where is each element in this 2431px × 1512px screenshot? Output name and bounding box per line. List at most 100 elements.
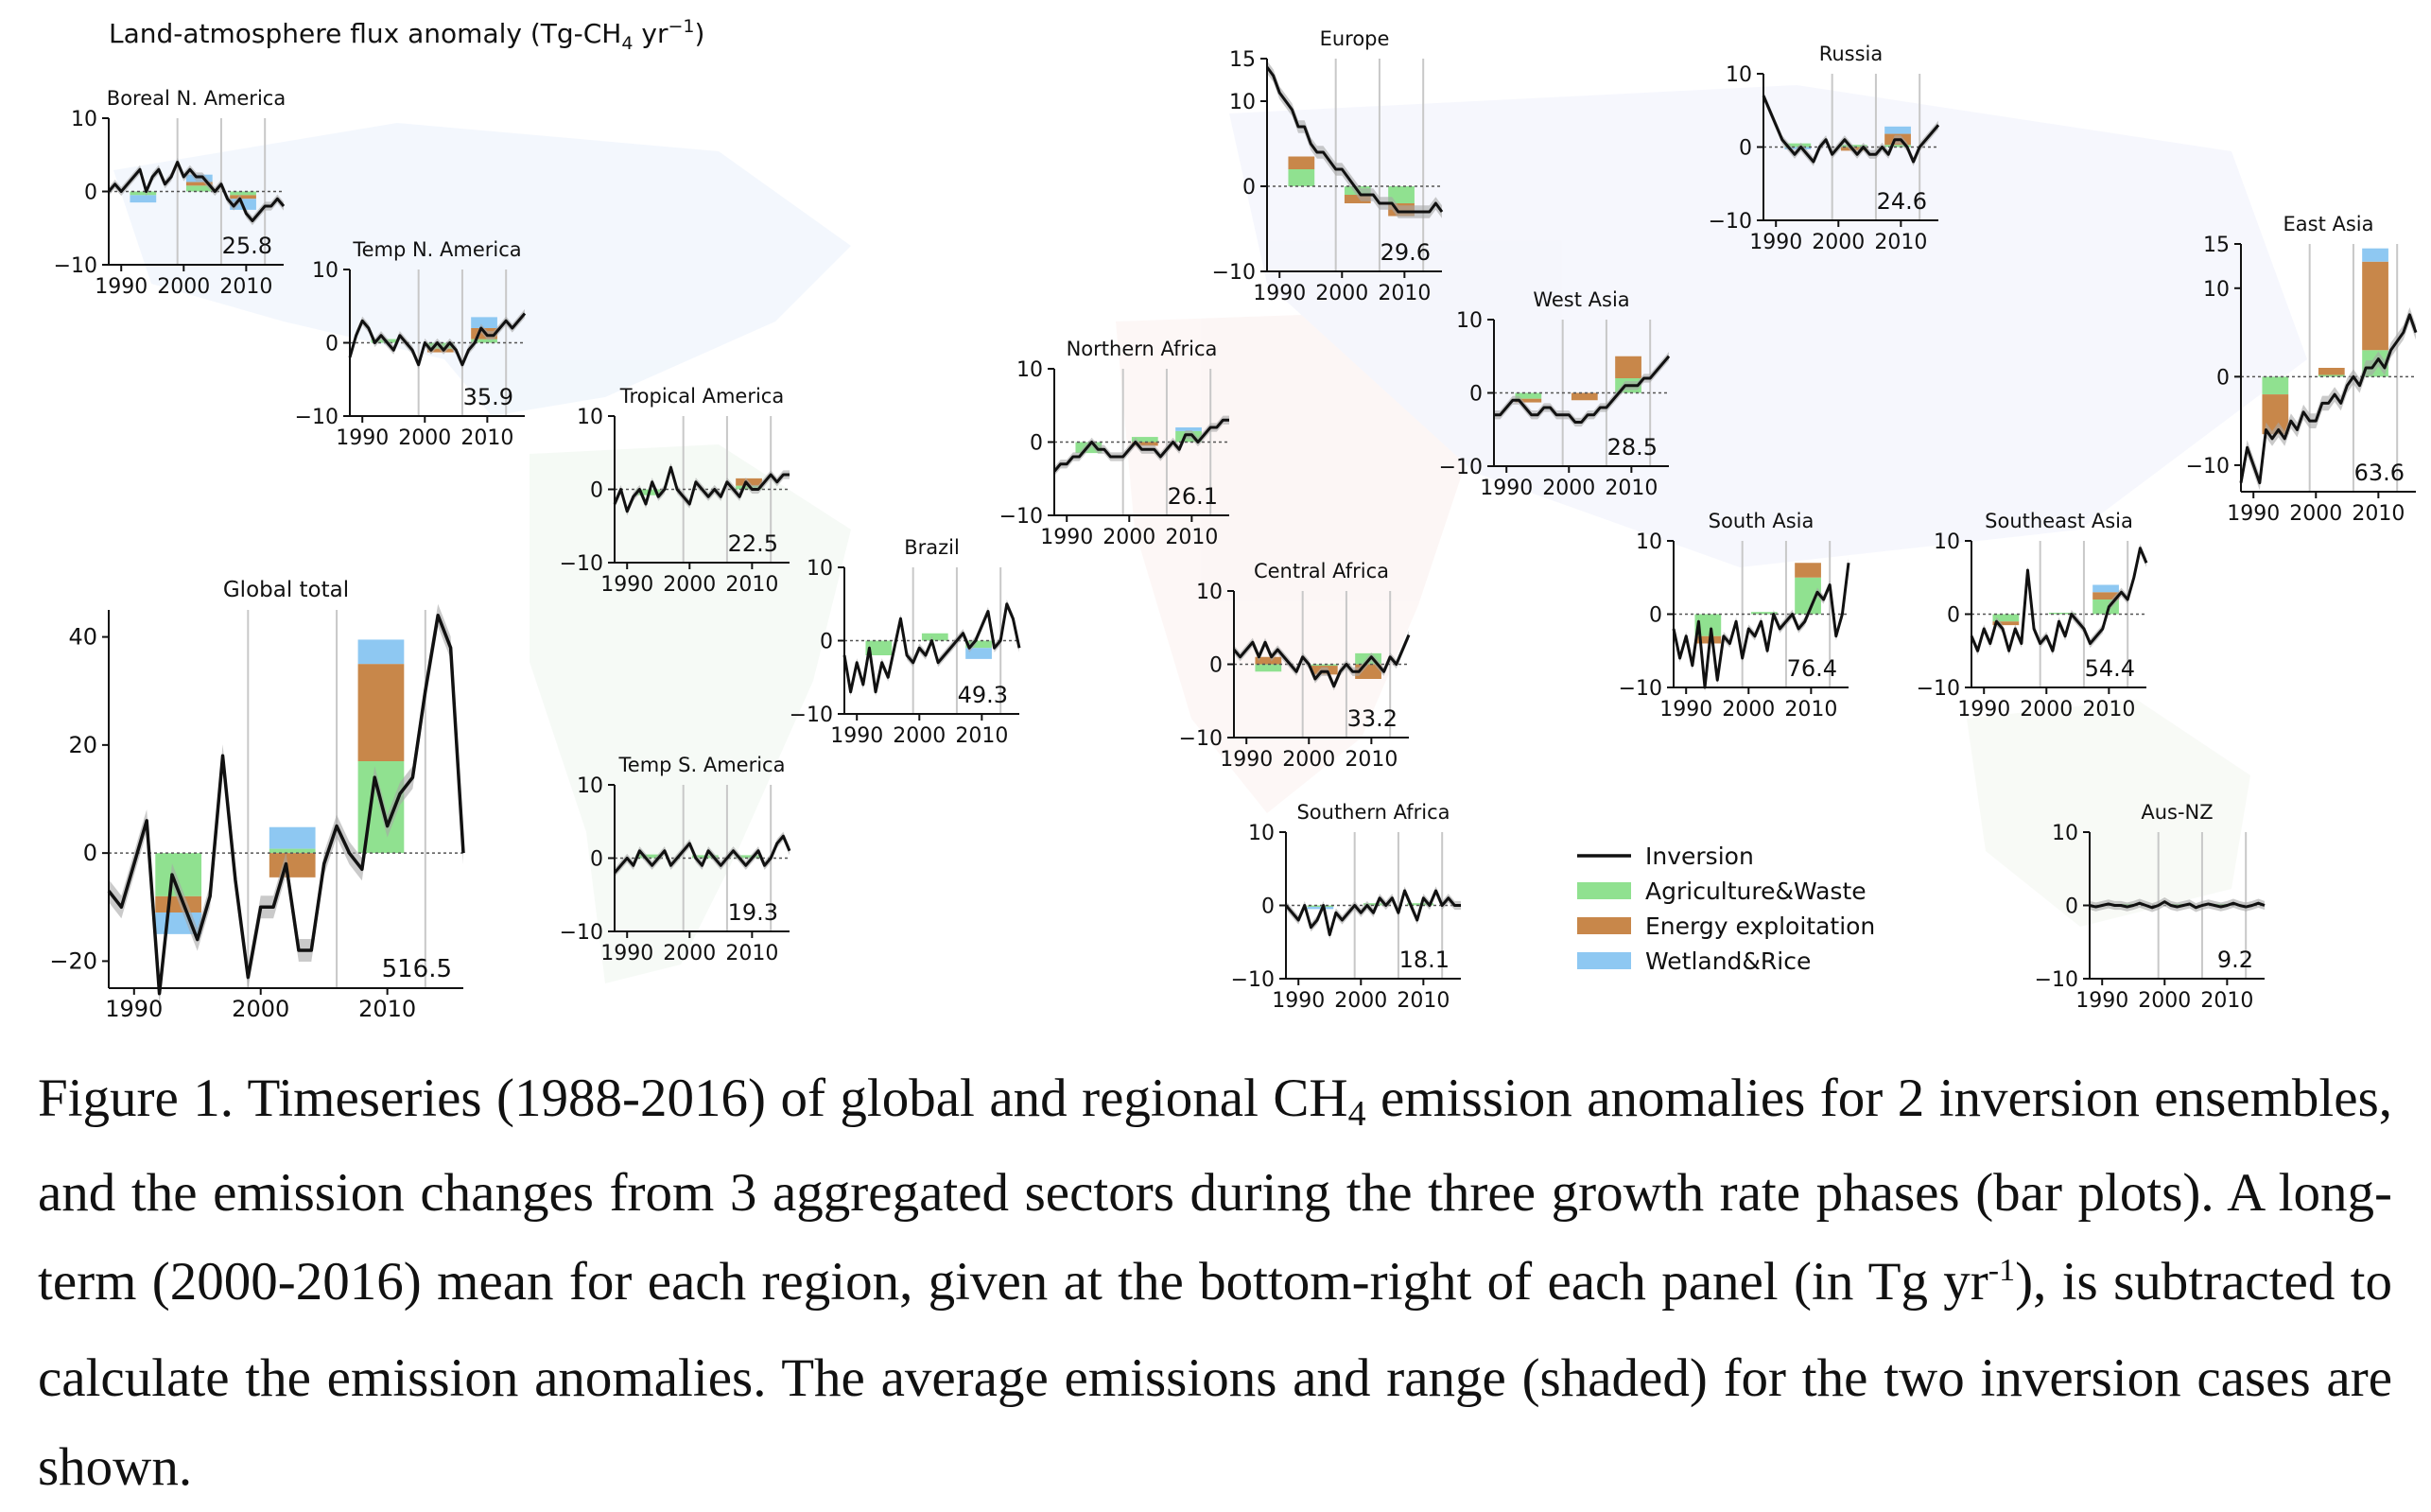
bar-agri-phase3 [471, 339, 497, 343]
long-term-mean-label: 29.6 [1380, 239, 1431, 266]
y-tick-label: 10 [1934, 530, 1960, 554]
panel-temp-n-america: −10 0 10 1990 2000 2010 Temp N. America 35.9 [295, 238, 527, 450]
bar-energy-phase3 [2362, 261, 2388, 351]
panel-title: Tropical America [619, 385, 784, 408]
y-tick-label: 10 [1229, 91, 1256, 114]
y-tick-label: 10 [1196, 581, 1223, 604]
x-tick-label: 2000 [663, 573, 716, 597]
legend-item: Energy exploitation [1577, 912, 1875, 940]
bar-wetland-phase3 [471, 317, 497, 328]
y-tick-label: 0 [820, 631, 833, 654]
legend-patch-swatch [1577, 917, 1631, 934]
long-term-mean-label: 24.6 [1877, 188, 1927, 215]
y-tick-label: 10 [1248, 822, 1275, 845]
y-tick-label: −20 [49, 947, 97, 974]
bar-agri-phase2 [185, 185, 213, 192]
bar-wetland-phase1 [1307, 907, 1334, 910]
y-tick-label: 0 [1030, 432, 1043, 456]
bar-energy-phase2 [1131, 442, 1158, 446]
bar-wetland-phase1 [130, 195, 157, 203]
bar-wetland-phase2 [269, 826, 316, 849]
panel-title: Temp S. America [618, 754, 786, 776]
x-tick-label: 2000 [663, 942, 716, 965]
inversion-range-band [1971, 544, 2146, 655]
long-term-mean-label: 22.5 [728, 530, 778, 557]
y-tick-label: −10 [1212, 261, 1256, 285]
long-term-mean-label: 63.6 [2354, 460, 2405, 486]
legend-patch-swatch [1577, 882, 1631, 899]
inversion-line [348, 312, 527, 367]
bar-agri-phase1 [130, 191, 157, 196]
inversion-range-band [1054, 415, 1229, 477]
long-term-mean-label: 516.5 [382, 955, 452, 983]
long-term-mean-label: 26.1 [1168, 483, 1218, 510]
panel-title: Global total [223, 578, 349, 602]
bar-wetland-phase3 [1175, 427, 1202, 431]
x-tick-label: 2010 [2200, 989, 2253, 1013]
x-tick-label: 2010 [219, 275, 272, 299]
x-tick-label: 2010 [1378, 282, 1431, 305]
panel-title: Russia [1819, 43, 1884, 65]
x-tick-label: 2000 [1722, 698, 1775, 721]
bar-agri-phase1 [1288, 169, 1315, 186]
panel-title: Aus-NZ [2141, 801, 2213, 824]
bar-agri-phase1 [1784, 143, 1812, 148]
legend-label: Agriculture&Waste [1645, 878, 1867, 905]
inversion-range-band [1494, 352, 1669, 427]
y-tick-label: −10 [1179, 727, 1223, 751]
bar-agri-phase3 [1388, 186, 1415, 203]
y-tick-label: 40 [68, 624, 97, 651]
figure-caption: Figure 1. Timeseries (1988-2016) of glob… [38, 1069, 2393, 1497]
y-tick-label: 15 [1229, 48, 1256, 72]
y-tick-label: 10 [807, 557, 833, 581]
panel-title: Northern Africa [1067, 338, 1218, 360]
inversion-line [2239, 313, 2418, 485]
panel-east-asia: −10 0 10 15 1990 2000 2010 East Asia 63.6 [2186, 213, 2418, 526]
y-tick-label: 0 [325, 333, 339, 356]
bar-agri-phase1 [1255, 664, 1282, 672]
bar-agri-phase2 [269, 848, 316, 854]
inversion-line [1494, 355, 1671, 424]
inversion-line [1762, 95, 1940, 164]
bar-energy-phase1 [1992, 621, 2020, 626]
panel-title: West Asia [1533, 288, 1629, 311]
y-tick-label: −10 [999, 505, 1043, 529]
y-tick-label: 10 [1636, 530, 1662, 554]
panel-brazil: −10 0 10 1990 2000 2010 Brazil 49.3 [790, 536, 1021, 748]
legend-item: Agriculture&Waste [1577, 878, 1867, 905]
x-tick-label: 2010 [1165, 526, 1218, 549]
x-tick-label: 2000 [2020, 698, 2073, 721]
x-tick-label: 2000 [1334, 989, 1387, 1013]
x-tick-label: 1990 [1272, 989, 1325, 1013]
bar-agri-phase2 [1840, 145, 1867, 148]
inversion-line [1284, 889, 1461, 936]
bar-agri-phase1 [1307, 905, 1334, 908]
legend-patch-swatch [1577, 952, 1631, 969]
bar-energy-phase3 [1615, 356, 1641, 378]
y-tick-label: 0 [2216, 366, 2230, 390]
inversion-line [1672, 563, 1850, 689]
panel-west-asia: −10 0 10 1990 2000 2010 West Asia 28.5 [1439, 288, 1671, 500]
bar-agri-phase1 [2262, 376, 2289, 395]
legend: Inversion Agriculture&Waste Energy exploit… [1577, 843, 1875, 975]
x-tick-label: 1990 [600, 573, 653, 597]
x-tick-label: 1990 [830, 724, 883, 748]
y-tick-label: 10 [1726, 63, 1752, 87]
x-tick-label: 1990 [1220, 748, 1273, 772]
bar-energy-phase1 [1288, 156, 1315, 169]
bar-agri-phase1 [1992, 614, 2020, 622]
legend-label: Energy exploitation [1645, 912, 1875, 940]
x-tick-label: 2010 [1874, 231, 1927, 254]
bar-agri-phase2 [921, 633, 948, 641]
bar-agri-phase3 [736, 855, 762, 859]
x-tick-label: 2010 [460, 426, 513, 450]
y-tick-label: 0 [1947, 604, 1960, 628]
bar-agri-phase2 [1311, 664, 1338, 667]
long-term-mean-label: 28.5 [1607, 434, 1658, 461]
bar-energy-phase3 [357, 664, 405, 761]
x-tick-label: 2010 [955, 724, 1008, 748]
bar-energy-phase3 [230, 195, 256, 200]
x-tick-label: 2000 [1282, 748, 1335, 772]
panel-south-asia: −10 0 10 1990 2000 2010 South Asia 76.4 [1619, 510, 1850, 721]
x-tick-label: 1990 [1040, 526, 1093, 549]
